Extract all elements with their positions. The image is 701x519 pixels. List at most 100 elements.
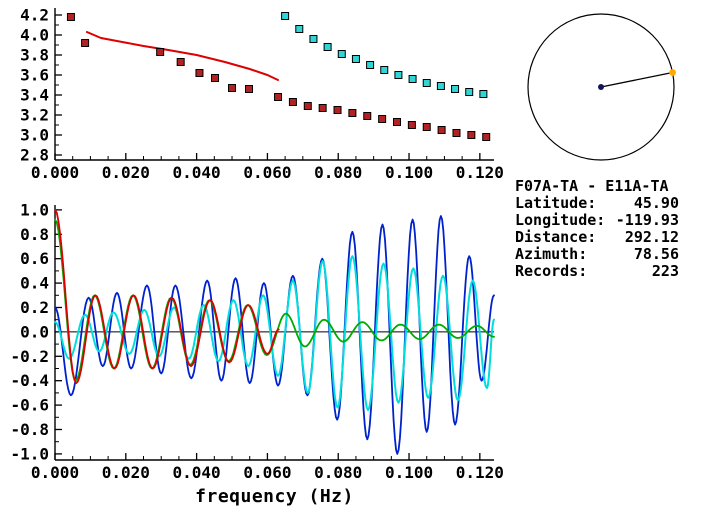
data-point-square	[318, 104, 327, 112]
x-tick-label: 0.100	[385, 163, 433, 182]
data-point-square	[378, 115, 387, 123]
data-point-square	[366, 61, 375, 69]
red-square-dispersion-series	[66, 13, 491, 141]
data-point-square	[228, 84, 237, 92]
y-tick-label: 4.0	[20, 26, 49, 45]
distance-value: 292.12	[624, 228, 679, 246]
info-row-records: Records: 223	[515, 263, 679, 280]
x-tick-label: 0.060	[243, 163, 291, 182]
records-label: Records:	[515, 262, 588, 280]
data-point-square	[211, 74, 220, 82]
data-point-square	[436, 82, 445, 90]
center-station-dot	[598, 84, 604, 90]
x-tick-label: 0.020	[102, 463, 150, 482]
azimuth-value: 78.56	[633, 245, 679, 263]
y-tick-label: 3.6	[20, 66, 49, 85]
y-tick-label: -0.8	[10, 420, 49, 439]
x-tick-label: 0.060	[243, 463, 291, 482]
distance-label: Distance:	[515, 228, 597, 246]
data-point-square	[176, 58, 185, 66]
data-point-square	[303, 102, 312, 110]
data-point-square	[380, 66, 389, 74]
data-point-square	[351, 55, 360, 63]
info-row-azimuth: Azimuth: 78.56	[515, 246, 679, 263]
y-tick-label: -0.4	[10, 371, 49, 390]
blue-correlation-wave-series	[54, 215, 495, 455]
green-correlation-wave-series	[54, 218, 495, 382]
x-tick-label: 0.000	[31, 163, 79, 182]
dispersion-panel: 0.000 0.020 0.040 0.060 0.080 0.100 0.1202.83.…	[20, 6, 504, 183]
data-point-square	[156, 48, 165, 56]
data-point-square	[195, 69, 204, 77]
y-tick-label: 0.2	[20, 298, 49, 317]
data-point-square	[309, 35, 318, 43]
data-point-square	[407, 121, 416, 129]
data-point-square	[363, 112, 372, 120]
data-point-square	[482, 133, 491, 141]
red-correlation-wave-series	[54, 209, 280, 384]
data-point-square	[437, 126, 446, 134]
station-info-panel: F07A-TA - E11A-TA Latitude: 45.90 Longit…	[515, 178, 679, 280]
data-point-square	[295, 25, 304, 33]
station-pair-label: F07A-TA - E11A-TA	[515, 177, 669, 195]
y-tick-label: 0.4	[20, 274, 49, 293]
latitude-label: Latitude:	[515, 194, 597, 212]
x-tick-label: 0.100	[385, 463, 433, 482]
longitude-value: -119.93	[615, 211, 679, 229]
y-tick-label: -0.6	[10, 396, 49, 415]
y-tick-label: 1.0	[20, 200, 49, 219]
x-tick-label: 0.080	[314, 163, 362, 182]
data-point-square	[452, 129, 461, 137]
y-tick-label: -0.2	[10, 347, 49, 366]
data-point-square	[245, 85, 254, 93]
x-tick-label: 0.020	[102, 163, 150, 182]
y-tick-label: 0.8	[20, 225, 49, 244]
data-point-square	[479, 90, 488, 98]
data-point-square	[422, 123, 431, 131]
frequency-axis-label: frequency (Hz)	[195, 486, 354, 507]
azimuth-circle	[527, 13, 675, 161]
data-point-square	[81, 39, 90, 47]
y-tick-label: 3.2	[20, 106, 49, 125]
data-point-square	[333, 106, 342, 114]
data-point-square	[422, 79, 431, 87]
x-tick-label: 0.120	[456, 163, 504, 182]
azimuth-line	[600, 71, 673, 88]
x-tick-label: 0.120	[456, 463, 504, 482]
data-point-square	[394, 71, 403, 79]
y-tick-label: 3.4	[20, 86, 49, 105]
y-tick-label: 3.8	[20, 46, 49, 65]
y-tick-label: 0.0	[20, 322, 49, 341]
x-tick-label: 0.000	[31, 463, 79, 482]
y-tick-label: 0.6	[20, 249, 49, 268]
data-point-square	[281, 12, 290, 20]
data-point-square	[392, 118, 401, 126]
info-row-longitude: Longitude: -119.93	[515, 212, 679, 229]
correlation-panel: 0.000 0.020 0.040 0.060 0.080 0.100 0.120 -1.0 -…	[10, 200, 503, 482]
y-tick-label: -1.0	[10, 444, 49, 463]
x-tick-label: 0.040	[173, 463, 221, 482]
y-tick-label: 3.0	[20, 126, 49, 145]
info-row-latitude: Latitude: 45.90	[515, 195, 679, 212]
data-point-square	[323, 43, 332, 51]
x-tick-label: 0.040	[173, 163, 221, 182]
y-tick-label: 4.2	[20, 6, 49, 25]
model-dispersion-line-series	[85, 31, 279, 81]
info-row-distance: Distance: 292.12	[515, 229, 679, 246]
azimuth-label: Azimuth:	[515, 245, 588, 263]
x-tick-label: 0.080	[314, 463, 362, 482]
cyan-square-dispersion-series	[281, 12, 488, 98]
azimuth-endpoint-dot	[669, 69, 676, 76]
data-point-square	[66, 13, 75, 21]
azimuth-plot	[527, 13, 676, 161]
data-point-square	[451, 85, 460, 93]
data-point-square	[348, 109, 357, 117]
latitude-value: 45.90	[633, 194, 679, 212]
cyan-correlation-wave-series	[54, 255, 495, 411]
data-point-square	[337, 50, 346, 58]
longitude-label: Longitude:	[515, 211, 606, 229]
y-tick-label: 2.8	[20, 146, 49, 165]
data-point-square	[465, 88, 474, 96]
